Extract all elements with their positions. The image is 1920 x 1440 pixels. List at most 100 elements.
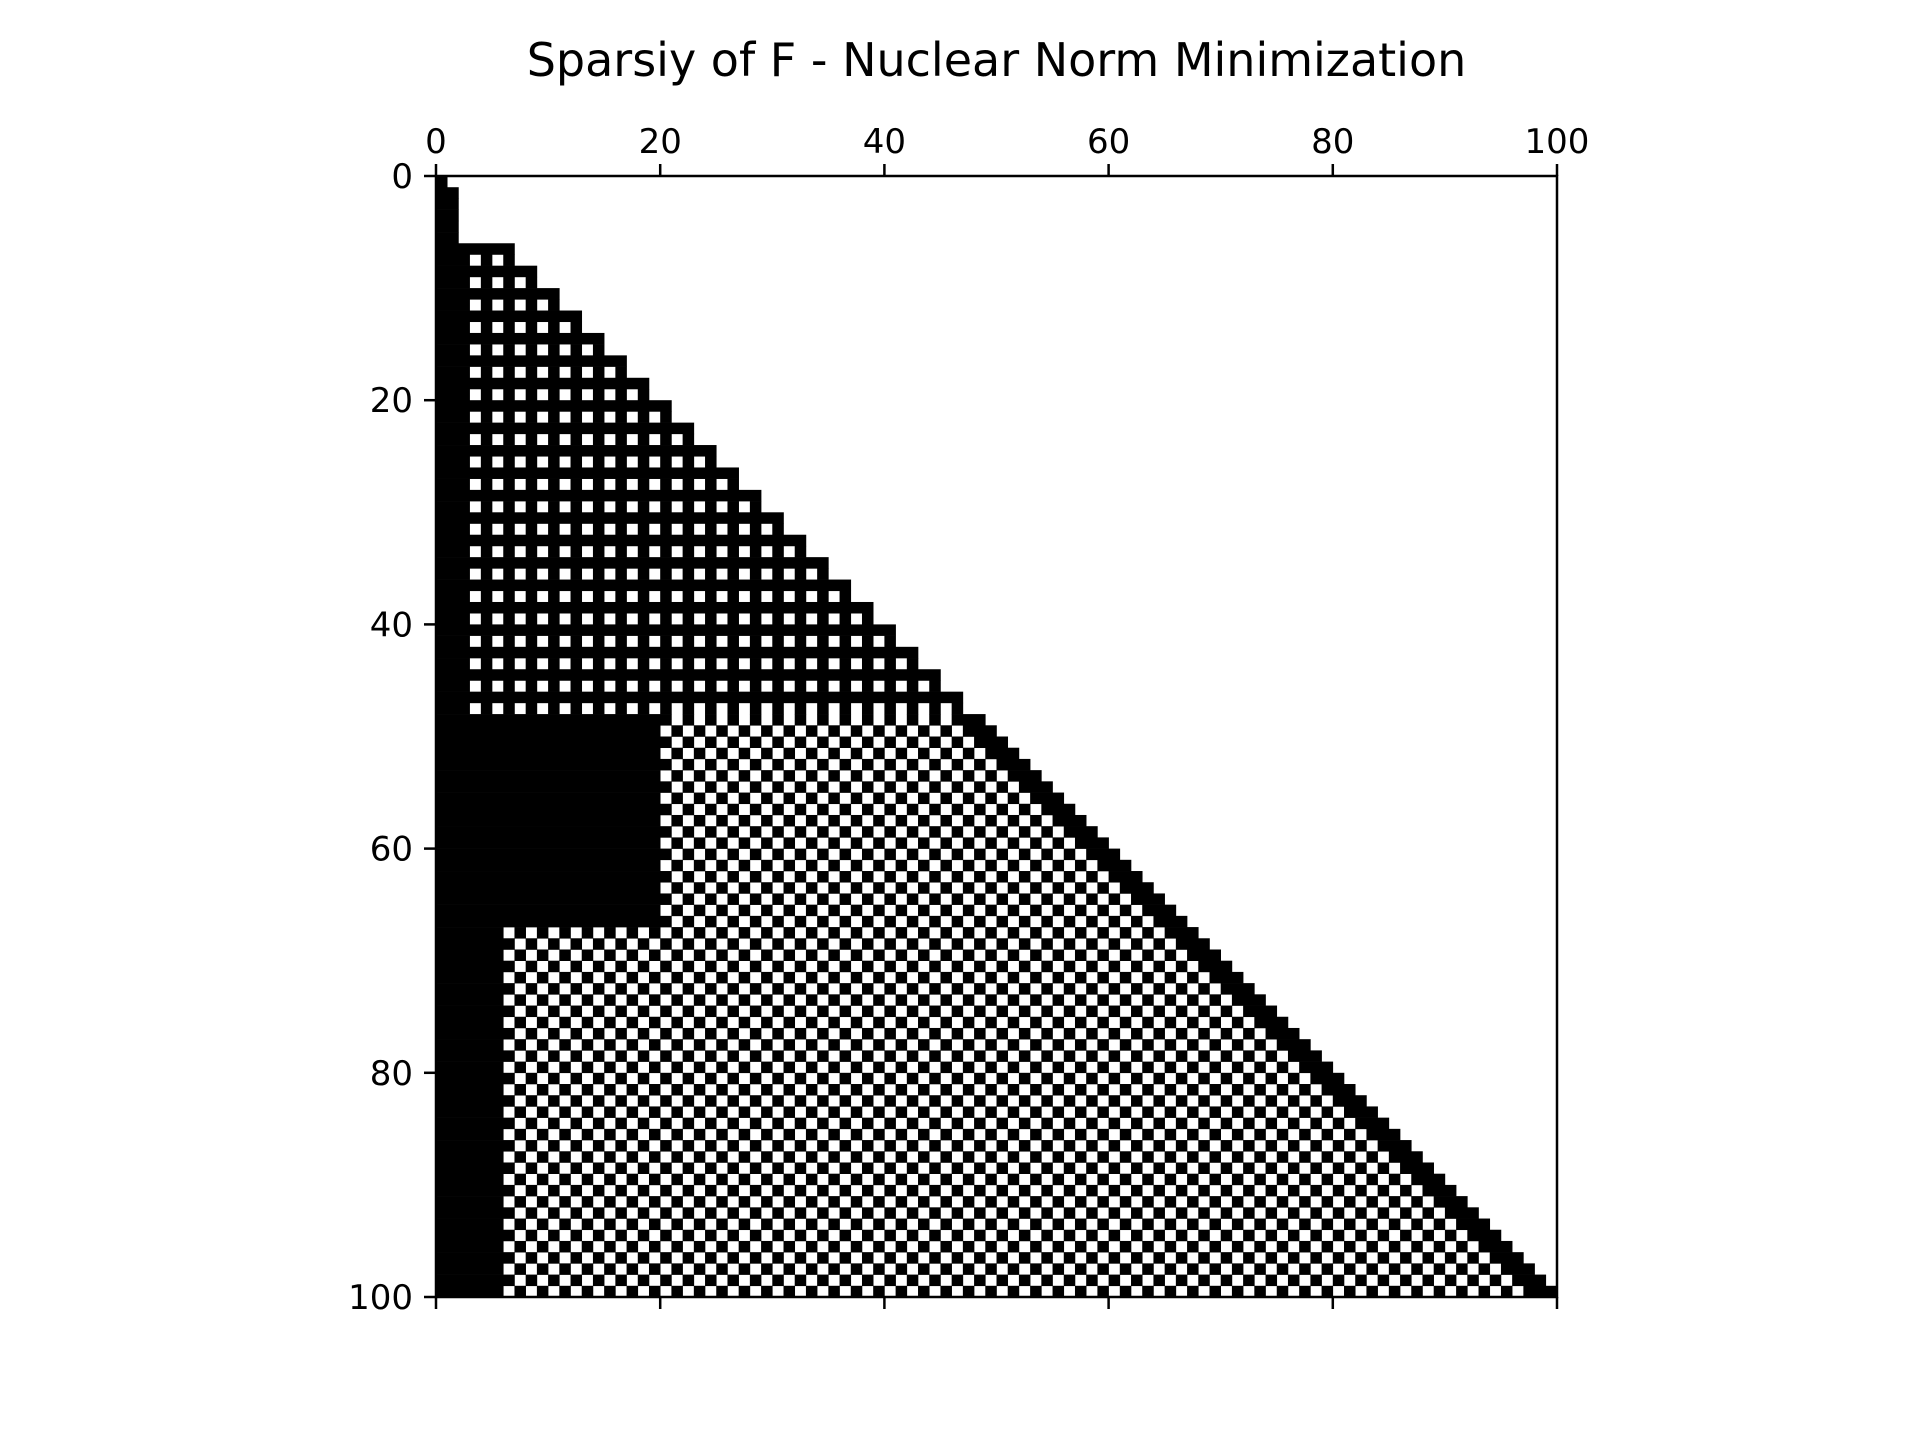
nonzero-cell [1310, 1229, 1322, 1242]
nonzero-cell [536, 1128, 549, 1141]
nonzero-cell [1231, 1016, 1244, 1029]
nonzero-cell [727, 1274, 739, 1287]
nonzero-cell [794, 702, 807, 715]
nonzero-cell [1467, 1252, 1479, 1264]
nonzero-cell [1388, 1263, 1401, 1275]
nonzero-cell [1142, 1218, 1154, 1231]
y-tick-label: 100 [348, 1278, 413, 1318]
nonzero-cell [850, 1240, 863, 1253]
nonzero-cell [1108, 1252, 1121, 1264]
nonzero-cell [1074, 1285, 1087, 1298]
nonzero-cell [918, 1173, 930, 1186]
nonzero-cell [1209, 1016, 1221, 1029]
nonzero-cell [525, 1140, 538, 1152]
nonzero-cell [929, 1050, 941, 1062]
nonzero-cell [1287, 1207, 1300, 1219]
nonzero-cell [436, 355, 627, 367]
nonzero-cell [1344, 1196, 1356, 1208]
nonzero-cell [839, 1252, 852, 1264]
nonzero-cell [906, 680, 919, 692]
nonzero-cell [783, 904, 796, 917]
nonzero-cell [1243, 1207, 1255, 1219]
nonzero-cell [592, 411, 605, 423]
nonzero-cell [1108, 1207, 1121, 1219]
nonzero-cell [1153, 1140, 1165, 1152]
nonzero-cell [727, 1072, 739, 1085]
nonzero-cell [1119, 1039, 1132, 1051]
nonzero-cell [850, 1016, 863, 1029]
y-tick-label: 60 [370, 830, 413, 870]
nonzero-cell [918, 882, 930, 894]
nonzero-cell [861, 1140, 874, 1152]
nonzero-cell [1142, 1240, 1154, 1253]
nonzero-cell [693, 725, 706, 737]
nonzero-cell [1265, 1117, 1278, 1130]
nonzero-cell [548, 1005, 560, 1018]
nonzero-cell [1153, 1274, 1165, 1287]
nonzero-cell [1097, 904, 1109, 917]
nonzero-cell [536, 1240, 549, 1253]
nonzero-cell [1187, 1285, 1199, 1298]
nonzero-cell [1254, 1218, 1266, 1231]
nonzero-cell [962, 1128, 975, 1141]
nonzero-cell [1097, 882, 1109, 894]
nonzero-cell [637, 545, 650, 558]
nonzero-cell [1231, 1263, 1244, 1275]
nonzero-cell [1276, 1285, 1289, 1298]
nonzero-cell [873, 1263, 885, 1275]
nonzero-cell [884, 1207, 896, 1219]
nonzero-cell [1243, 1274, 1255, 1287]
nonzero-cell [727, 781, 739, 793]
nonzero-cell [1444, 1207, 1479, 1219]
nonzero-cell [884, 1027, 896, 1040]
nonzero-cell [1164, 1263, 1177, 1275]
nonzero-cell [716, 1084, 728, 1096]
nonzero-cell [1052, 1240, 1065, 1253]
nonzero-cell [918, 1285, 930, 1298]
nonzero-cell [1164, 1039, 1177, 1051]
nonzero-cell [1018, 960, 1031, 973]
nonzero-cell [738, 747, 751, 760]
nonzero-cell [525, 1229, 538, 1242]
nonzero-cell [1030, 859, 1042, 872]
nonzero-cell [817, 1274, 829, 1287]
nonzero-cell [962, 1240, 975, 1253]
nonzero-cell [1108, 983, 1121, 995]
nonzero-cell [514, 1106, 526, 1118]
nonzero-cell [727, 635, 739, 648]
nonzero-cell [1198, 1229, 1210, 1242]
nonzero-cell [436, 871, 672, 883]
nonzero-cell [1153, 1072, 1165, 1085]
nonzero-cell [615, 635, 627, 648]
nonzero-cell [1074, 949, 1087, 961]
nonzero-cell [749, 1005, 762, 1018]
nonzero-cell [1142, 971, 1154, 984]
nonzero-cell [559, 1106, 571, 1118]
nonzero-cell [783, 770, 796, 782]
nonzero-cell [1332, 1117, 1345, 1130]
nonzero-cell [906, 915, 919, 928]
nonzero-cell [738, 994, 751, 1006]
nonzero-cell [1131, 1229, 1143, 1242]
nonzero-cell [1030, 1106, 1042, 1118]
nonzero-cell [1388, 1173, 1401, 1186]
nonzero-cell [1108, 938, 1121, 950]
nonzero-cell [1299, 1218, 1311, 1231]
nonzero-cell [817, 826, 829, 838]
nonzero-cell [548, 388, 560, 401]
nonzero-cell [727, 1229, 739, 1242]
nonzero-cell [1030, 1039, 1042, 1051]
x-tick-label: 100 [1525, 122, 1590, 162]
nonzero-cell [817, 658, 829, 670]
nonzero-cell [1030, 904, 1042, 917]
nonzero-cell [727, 658, 739, 670]
y-tick-label: 40 [370, 605, 413, 645]
nonzero-cell [940, 949, 952, 961]
nonzero-cell [996, 1184, 1009, 1197]
nonzero-cell [1119, 882, 1154, 894]
nonzero-cell [716, 1196, 728, 1208]
nonzero-cell [805, 792, 818, 805]
nonzero-cell [1131, 960, 1143, 973]
nonzero-cell [570, 938, 583, 950]
nonzero-cell [592, 702, 605, 715]
